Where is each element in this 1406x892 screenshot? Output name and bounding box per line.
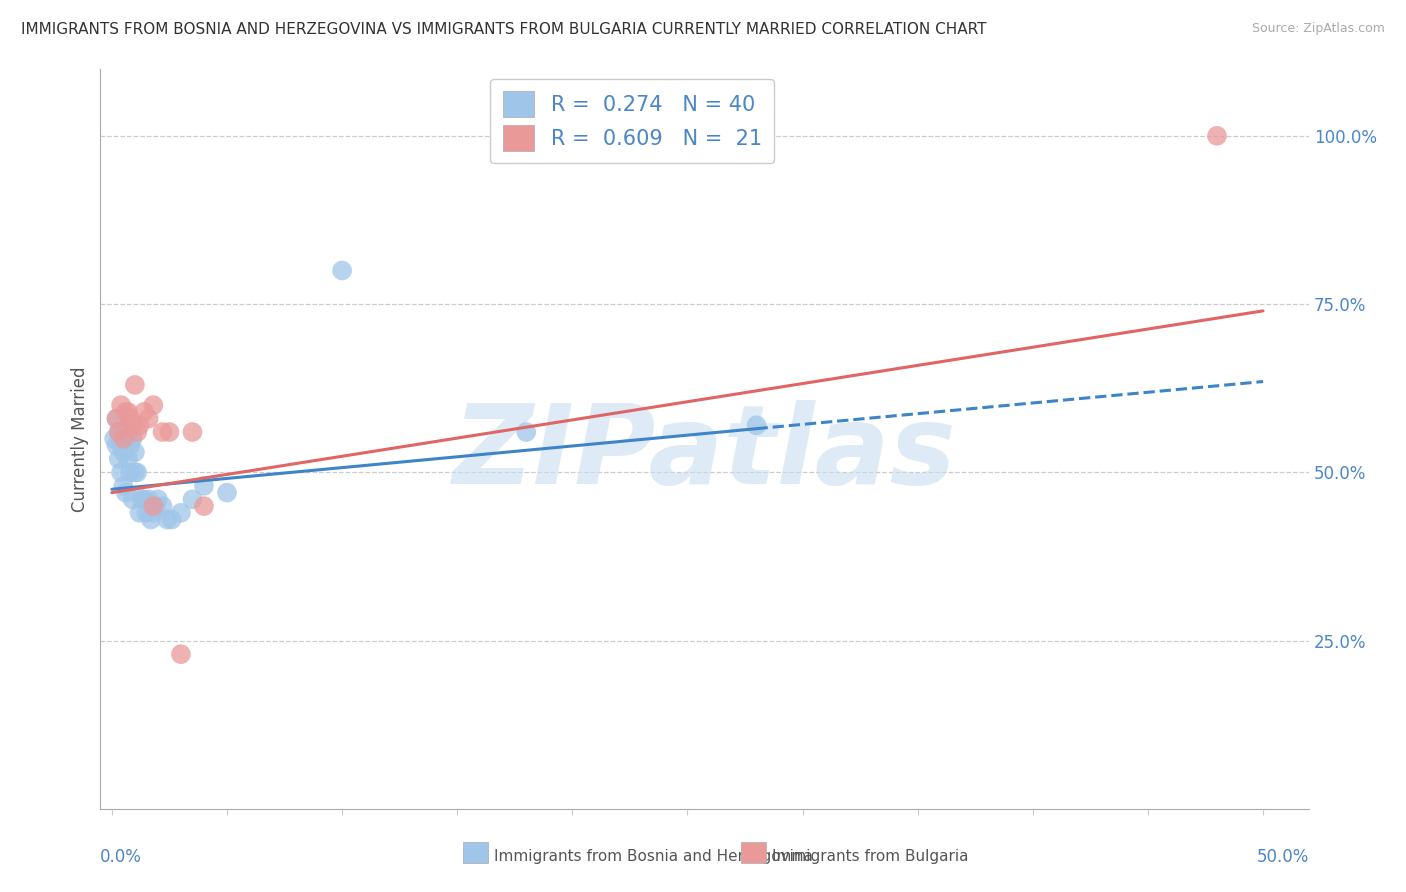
Point: [128, 418, 150, 433]
Point: [110, 398, 132, 412]
Point: [142, 398, 165, 412]
Point: [103, 432, 125, 446]
Point: [193, 479, 215, 493]
Point: [131, 492, 153, 507]
Point: [146, 492, 169, 507]
Point: [152, 499, 174, 513]
Point: [117, 425, 139, 439]
Point: [112, 445, 135, 459]
Point: [515, 425, 537, 439]
Text: Source: ZipAtlas.com: Source: ZipAtlas.com: [1251, 22, 1385, 36]
Point: [132, 405, 155, 419]
Y-axis label: Currently Married: Currently Married: [72, 366, 89, 511]
Text: Immigrants from Bulgaria: Immigrants from Bulgaria: [772, 849, 969, 863]
Text: ZIPatlas: ZIPatlas: [453, 401, 956, 507]
Point: [142, 499, 165, 513]
Point: [170, 506, 193, 520]
Point: [110, 438, 132, 452]
Point: [152, 425, 174, 439]
Point: [135, 506, 157, 520]
Point: [124, 378, 146, 392]
Point: [127, 466, 149, 480]
Point: [170, 647, 193, 661]
Point: [114, 405, 136, 419]
Point: [121, 432, 143, 446]
Text: IMMIGRANTS FROM BOSNIA AND HERZEGOVINA VS IMMIGRANTS FROM BULGARIA CURRENTLY MAR: IMMIGRANTS FROM BOSNIA AND HERZEGOVINA V…: [21, 22, 987, 37]
Point: [215, 485, 238, 500]
Point: [124, 445, 146, 459]
Point: [157, 425, 180, 439]
Point: [181, 492, 204, 507]
Point: [112, 432, 135, 446]
Point: [114, 432, 136, 446]
Point: [745, 418, 768, 433]
Point: [107, 425, 129, 439]
Text: 0.0%: 0.0%: [100, 848, 142, 866]
Point: [139, 512, 162, 526]
Text: Immigrants from Bosnia and Herzegovina: Immigrants from Bosnia and Herzegovina: [494, 849, 813, 863]
Point: [330, 263, 353, 277]
Point: [121, 492, 143, 507]
Point: [107, 425, 129, 439]
Point: [117, 405, 139, 419]
Point: [132, 492, 155, 507]
Point: [128, 506, 150, 520]
Point: [105, 411, 128, 425]
Point: [145, 499, 167, 513]
Point: [120, 411, 142, 425]
Point: [127, 425, 149, 439]
Point: [156, 512, 179, 526]
Point: [120, 438, 142, 452]
Text: 50.0%: 50.0%: [1257, 848, 1309, 866]
Point: [120, 466, 142, 480]
Point: [124, 466, 146, 480]
Point: [114, 485, 136, 500]
Point: [142, 506, 165, 520]
Point: [112, 425, 135, 439]
Legend: R =  0.274   N = 40, R =  0.609   N =  21: R = 0.274 N = 40, R = 0.609 N = 21: [491, 78, 775, 163]
Point: [105, 411, 128, 425]
Point: [160, 512, 183, 526]
Point: [138, 492, 160, 507]
Point: [138, 411, 160, 425]
Point: [181, 425, 204, 439]
Point: [107, 452, 129, 467]
Point: [1206, 128, 1229, 143]
Point: [121, 418, 143, 433]
Point: [117, 452, 139, 467]
Point: [110, 466, 132, 480]
Point: [193, 499, 215, 513]
Point: [105, 438, 128, 452]
Point: [112, 479, 135, 493]
